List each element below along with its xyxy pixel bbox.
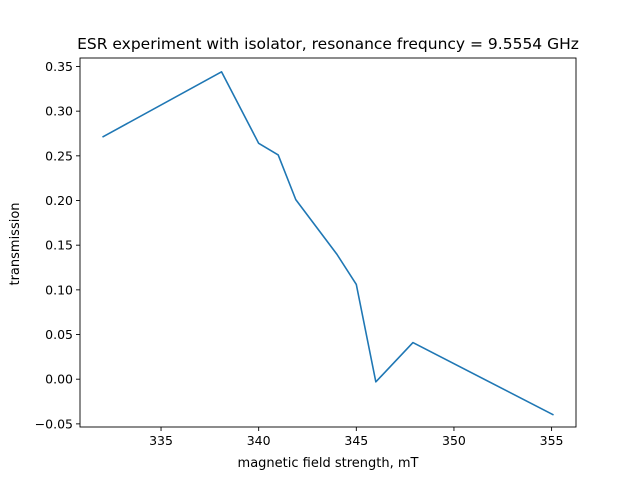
y-tick-label: 0.15	[45, 238, 73, 253]
y-tick-label: 0.10	[45, 282, 73, 297]
x-tick-label: 340	[247, 433, 271, 448]
series-line-0	[102, 71, 554, 416]
y-axis-label: transmission	[8, 202, 23, 285]
x-tick-label: 355	[540, 433, 564, 448]
x-tick-label: 345	[344, 433, 368, 448]
y-tick-label: 0.20	[45, 193, 73, 208]
y-tick-label: 0.25	[45, 148, 73, 163]
y-tick-label: 0.35	[45, 59, 73, 74]
y-tick-label: −0.05	[35, 416, 73, 431]
x-tick-label: 350	[442, 433, 466, 448]
chart-title: ESR experiment with isolator, resonance …	[77, 35, 579, 53]
y-tick-label: 0.00	[45, 372, 73, 387]
x-tick-label: 335	[149, 433, 173, 448]
y-tick-label: 0.30	[45, 104, 73, 119]
x-axis-label: magnetic field strength, mT	[238, 456, 419, 471]
plot-area: 335 340 345 350 355 −0.05 0.00 0.05 0.10 0.15 0.20…	[35, 57, 577, 448]
axes-frame	[79, 57, 577, 428]
y-tick-label: 0.05	[45, 327, 73, 342]
